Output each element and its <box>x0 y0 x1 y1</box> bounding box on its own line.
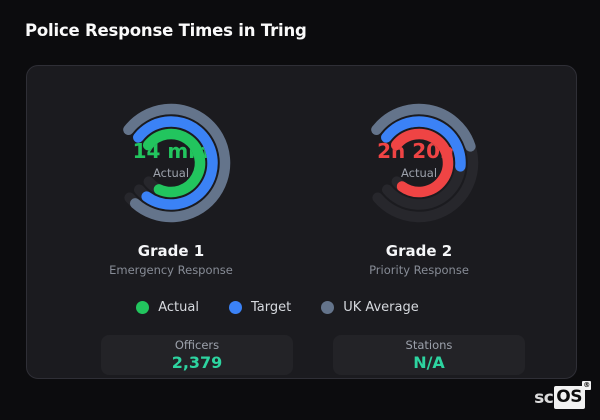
dashboard-panel: 14 min Actual Grade 1 Emergency Response… <box>26 65 577 379</box>
uk-average-dot-icon <box>321 301 335 314</box>
stat-label: Stations <box>405 338 453 352</box>
target-dot-icon <box>228 301 242 314</box>
gauge-grade-1: 14 min Actual Grade 1 Emergency Response <box>47 93 295 277</box>
radial-chart <box>123 103 231 223</box>
page-title: Police Response Times in Tring <box>25 21 307 40</box>
stats-row: Officers 2,379 Stations N/A <box>101 335 525 375</box>
officers-card: Officers 2,379 <box>101 335 293 375</box>
actual-dot-icon <box>136 301 150 314</box>
stat-value: N/A <box>413 353 445 372</box>
logo-suffix: OS <box>556 387 582 407</box>
gauge-center-label: Actual <box>152 165 190 180</box>
stations-card: Stations N/A <box>333 335 525 375</box>
grade-title: Grade 1 <box>137 242 205 260</box>
gauge-grade-2: 2h 20m Actual Grade 2 Priority Response <box>295 93 543 277</box>
gauges-row: 14 min Actual Grade 1 Emergency Response… <box>47 93 543 277</box>
logo-os-box: OS ® <box>554 381 591 409</box>
legend-label: Actual <box>158 300 199 315</box>
scos-logo: sc OS ® <box>534 381 591 409</box>
legend-label: Target <box>250 300 292 315</box>
radial-chart <box>371 103 479 223</box>
grade-subtitle: Emergency Response <box>109 263 233 277</box>
gauge-center-label: Actual <box>400 165 438 180</box>
radial-gauge-grade-1: 14 min Actual <box>101 93 241 233</box>
legend-label: UK Average <box>343 300 419 315</box>
logo-prefix: sc <box>534 387 554 408</box>
registered-trademark-icon: ® <box>582 381 591 390</box>
radial-gauge-grade-2: 2h 20m Actual <box>349 93 489 233</box>
legend-item-actual[interactable]: Actual <box>136 300 199 315</box>
grade-title: Grade 2 <box>385 242 453 260</box>
stat-value: 2,379 <box>171 353 223 372</box>
grade-subtitle: Priority Response <box>369 263 469 277</box>
stat-label: Officers <box>174 338 220 352</box>
legend-item-uk-average[interactable]: UK Average <box>321 300 419 315</box>
legend: Actual Target UK Average <box>136 300 419 315</box>
legend-item-target[interactable]: Target <box>228 300 292 315</box>
